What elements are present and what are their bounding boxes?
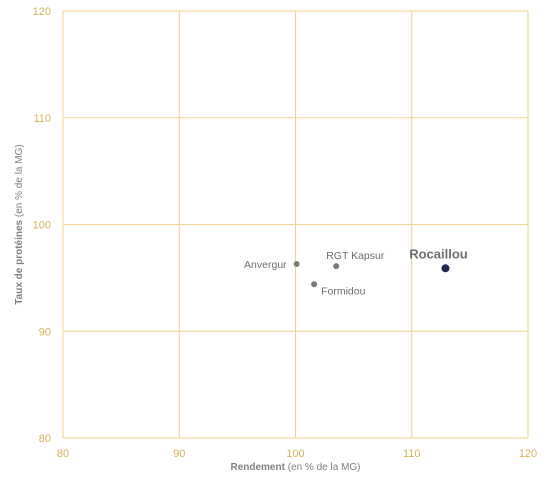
data-point-rgt-kapsur (333, 263, 340, 270)
data-points (293, 260, 450, 288)
x-tick-label: 120 (519, 448, 537, 460)
x-tick-label: 110 (403, 448, 421, 460)
x-tick-label: 100 (286, 448, 304, 460)
grid (62, 10, 529, 439)
data-point-anvergur (293, 260, 300, 267)
point-label-anvergur: Anvergur (244, 259, 287, 271)
x-tick-label: 80 (57, 448, 69, 460)
y-tick-label: 100 (33, 220, 51, 232)
y-axis-title-unit: (en % de la MG) (14, 144, 25, 220)
data-point-rocaillou (441, 264, 450, 273)
x-axis-title-unit: (en % de la MG) (285, 462, 361, 473)
data-point-formidou (311, 281, 318, 288)
y-axis-title-bold: Taux de protéines (14, 219, 25, 304)
point-label-rocaillou: Rocaillou (409, 246, 468, 261)
y-axis-title: Taux de protéines (en % de la MG) (14, 144, 25, 304)
x-tick-label: 90 (173, 448, 185, 460)
point-labels: Anvergur RGT Kapsur Formidou Rocaillou (244, 246, 468, 297)
y-tick-label: 120 (33, 6, 51, 18)
y-tick-label: 90 (39, 326, 51, 338)
y-tick-label: 80 (39, 433, 51, 445)
x-axis-title: Rendement (en % de la MG) (230, 462, 360, 473)
y-tick-label: 110 (33, 113, 51, 125)
point-label-rgt-kapsur: RGT Kapsur (326, 250, 385, 262)
tick-labels: 80 90 100 110 120 80 90 100 110 120 (33, 6, 538, 460)
x-axis-title-bold: Rendement (230, 462, 285, 473)
point-label-formidou: Formidou (321, 285, 366, 297)
